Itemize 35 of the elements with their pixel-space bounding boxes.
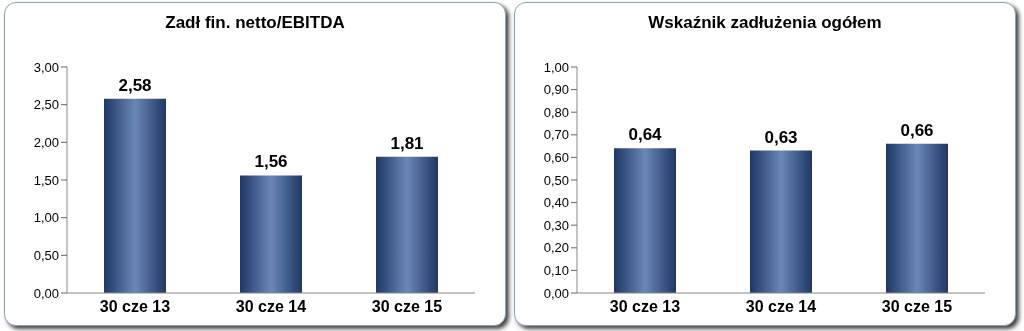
y-tick-label: 0,80 (543, 104, 569, 120)
y-tick-label: 0,30 (543, 217, 569, 233)
data-label: 1,81 (390, 133, 424, 153)
data-label: 0,64 (628, 125, 663, 145)
y-tick-label: 0,90 (543, 82, 569, 98)
x-tick-label: 30 cze 15 (881, 298, 953, 316)
bar (240, 175, 302, 293)
y-tick-label: 0,10 (543, 263, 569, 279)
x-tick-label: 30 cze 13 (609, 298, 681, 316)
y-tick-label: 2,00 (33, 134, 59, 150)
data-label: 2,58 (118, 75, 152, 95)
bar (104, 98, 166, 293)
y-tick-label: 0,50 (543, 172, 569, 188)
y-tick-label: 0,40 (543, 195, 569, 211)
y-tick-label: 0,20 (543, 240, 569, 256)
y-tick-label: 0,50 (33, 247, 59, 263)
y-tick-label: 1,00 (543, 59, 569, 75)
data-label: 0,63 (764, 127, 798, 147)
y-tick-label: 2,50 (33, 97, 59, 113)
y-tick-label: 1,00 (33, 210, 59, 226)
y-tick-label: 1,50 (33, 172, 59, 188)
y-tick-label: 0,00 (33, 285, 59, 301)
chart-title: Zadł fin. netto/EBITDA (164, 13, 346, 34)
data-label: 1,56 (254, 152, 288, 172)
x-tick-label: 30 cze 14 (235, 298, 307, 316)
x-tick-label: 30 cze 14 (745, 298, 817, 316)
chart-title: Wskaźnik zadłużenia ogółem (647, 13, 883, 34)
y-tick-label: 0,70 (543, 127, 569, 143)
y-tick-label: 3,00 (33, 59, 59, 75)
y-tick-label: 0,60 (543, 150, 569, 166)
x-tick-label: 30 cze 15 (371, 298, 443, 316)
data-label: 0,66 (900, 120, 934, 140)
y-tick-label: 0,00 (543, 285, 569, 301)
bar (376, 156, 438, 293)
x-tick-label: 30 cze 13 (99, 298, 171, 316)
